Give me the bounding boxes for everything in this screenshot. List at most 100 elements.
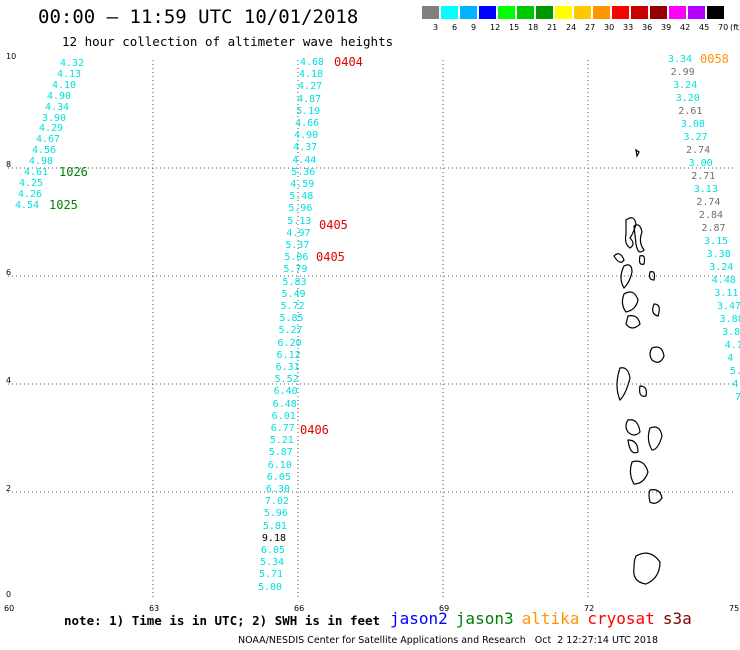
obs-time-label: 0404: [334, 55, 363, 69]
satellite-legend: jason2 jason3 altika cryosat s3a: [390, 609, 700, 628]
color-scale-label: 18: [528, 23, 539, 32]
lon-tick-label: 66: [294, 604, 305, 613]
swh-value: 4.: [732, 379, 740, 390]
lat-tick-label: 10: [6, 52, 17, 61]
swh-value: 3.8: [722, 327, 740, 338]
swh-value: 4.27: [298, 81, 323, 93]
swh-value: 4.10: [52, 79, 77, 91]
satellite-legend-item: altika: [521, 609, 580, 628]
swh-value: 5.: [729, 366, 740, 377]
color-scale-swatch: [517, 6, 534, 19]
swh-value: 5.81: [262, 520, 287, 532]
color-scale-swatch: [593, 6, 610, 19]
lon-tick-label: 69: [439, 604, 450, 613]
color-scale-swatch: [460, 6, 477, 19]
swh-value: 4.44: [292, 154, 317, 166]
island-outline: [638, 255, 646, 265]
color-scale-swatch: [498, 6, 515, 19]
swh-value: 2.84: [698, 210, 724, 221]
color-scale-label: 30: [604, 23, 615, 32]
color-scale-swatch: [688, 6, 705, 19]
swh-value: 6.12: [276, 349, 301, 361]
island-outline: [649, 346, 665, 363]
swh-value: 5.83: [282, 276, 307, 288]
swh-value: 4.25: [19, 177, 44, 189]
lat-lon-grid: [8, 60, 733, 598]
swh-value: 5.13: [287, 215, 312, 227]
color-scale-label: 9: [471, 23, 477, 32]
swh-value: 4.18: [299, 69, 324, 81]
island-outline: [625, 315, 641, 329]
swh-value: 4.90: [47, 90, 72, 102]
swh-value: 2.87: [701, 223, 726, 234]
island-outline: [616, 367, 631, 402]
island-outline: [620, 264, 633, 289]
color-scale-unit: (ft): [730, 23, 740, 32]
color-scale-label: 36: [642, 23, 653, 32]
swh-value: 6.05: [260, 545, 286, 556]
swh-value: 9.18: [261, 532, 286, 544]
color-scale-swatch: [650, 6, 667, 19]
lat-tick-label: 2: [6, 484, 12, 493]
swh-value: 5.79: [283, 264, 308, 276]
swh-value: 6.05: [266, 471, 291, 483]
lon-tick-label: 63: [149, 604, 160, 613]
swh-value: 5.27: [278, 325, 303, 337]
swh-value: 3.11: [714, 288, 739, 299]
swh-value: 3.88: [719, 314, 740, 325]
color-scale-label: 42: [680, 23, 691, 32]
swh-value: 5.87: [268, 447, 293, 459]
swh-value: 6.77: [270, 423, 295, 434]
swh-value: 4.13: [57, 68, 82, 80]
island-outline: [648, 489, 663, 504]
swh-value: 3.20: [675, 93, 700, 104]
swh-value: 6.48: [272, 398, 297, 410]
swh-value: 2.99: [670, 67, 695, 78]
color-scale-label: 27: [585, 23, 596, 32]
swh-value: 4.90: [294, 130, 319, 142]
swh-value: 3.00: [688, 158, 713, 169]
island-outline: [613, 253, 625, 263]
page-subtitle: 12 hour collection of altimeter wave hei…: [62, 34, 394, 49]
island-outline: [652, 303, 660, 317]
swh-value: 5.48: [289, 191, 314, 203]
obs-time-label: 0405: [319, 218, 348, 232]
swh-value: 4.66: [295, 118, 320, 129]
color-scale-label: 45: [699, 23, 710, 32]
island-outline: [633, 552, 661, 585]
swh-value: 5.36: [291, 166, 316, 178]
obs-time-label: 0058: [700, 52, 729, 66]
swh-value: 7: [735, 392, 740, 403]
color-scale-label: 24: [566, 23, 577, 32]
island-outline: [633, 224, 645, 253]
island-outline: [629, 460, 649, 485]
lon-tick-label: 60: [4, 604, 15, 613]
swh-value: 5.52: [274, 374, 299, 386]
swh-value: 5.06: [284, 252, 309, 264]
swh-value: 5.19: [296, 105, 321, 117]
swh-value: 4.56: [32, 145, 57, 157]
swh-value: 4.34: [45, 101, 70, 113]
swh-value: 6.20: [277, 337, 302, 349]
color-scale-label: 21: [547, 23, 558, 32]
island-outline: [648, 271, 656, 281]
swh-value: 4.59: [290, 179, 315, 190]
lat-tick-label: 8: [6, 160, 12, 169]
satellite-legend-item: s3a: [662, 609, 692, 628]
color-scale-swatch: [479, 6, 496, 19]
color-scale-swatch: [631, 6, 648, 19]
swh-value: 2.74: [686, 145, 711, 156]
swh-value: 5.96: [288, 203, 313, 215]
swh-value: 5.96: [263, 508, 288, 520]
color-scale-swatch: [422, 6, 439, 19]
color-scale-label: 70: [718, 23, 729, 32]
swh-value: 4.32: [60, 58, 85, 69]
swh-value: 5.72: [280, 301, 305, 312]
credit-line: NOAA/NESDIS Center for Satellite Applica…: [238, 635, 659, 646]
island-outline: [624, 217, 637, 249]
swh-value: 4.54: [15, 199, 40, 211]
color-scale-label: 33: [623, 23, 634, 32]
swh-value: 2.74: [696, 197, 721, 208]
island-outline: [621, 291, 639, 313]
